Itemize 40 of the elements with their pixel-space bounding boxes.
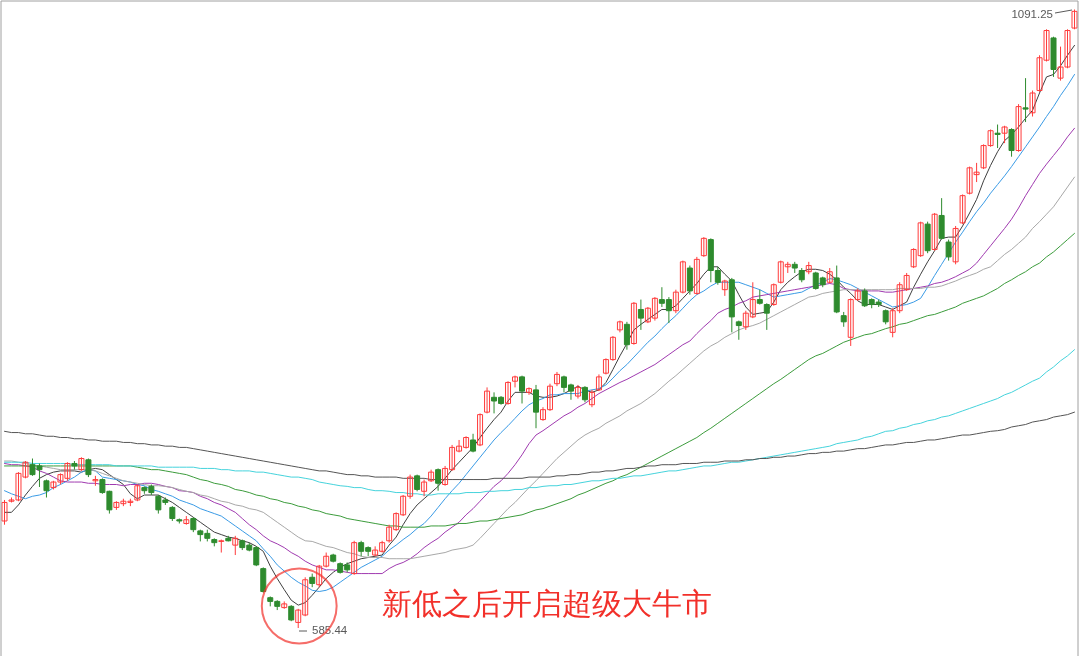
candlestick bbox=[630, 301, 637, 346]
candlestick bbox=[616, 320, 623, 333]
candlestick bbox=[351, 540, 358, 576]
candlestick bbox=[637, 299, 644, 331]
candlestick bbox=[595, 373, 602, 392]
candlestick bbox=[574, 384, 581, 400]
candlestick bbox=[700, 236, 707, 258]
candlestick bbox=[1015, 103, 1022, 153]
candlestick bbox=[435, 467, 442, 492]
candlestick bbox=[952, 225, 959, 265]
candlestick bbox=[421, 479, 428, 497]
candlestick bbox=[693, 256, 700, 296]
candlestick bbox=[519, 375, 526, 404]
candlestick bbox=[232, 535, 239, 556]
candlestick bbox=[938, 197, 945, 241]
candlestick bbox=[533, 384, 539, 429]
candlestick bbox=[945, 239, 952, 262]
candlestick bbox=[526, 386, 533, 396]
candlestick bbox=[959, 193, 966, 225]
candlestick bbox=[428, 469, 435, 483]
candlestick bbox=[1071, 9, 1078, 30]
candlestick bbox=[484, 386, 491, 414]
annotation: 新低之后开启超级大牛市 bbox=[382, 586, 712, 621]
candlestick bbox=[686, 265, 693, 296]
candlestick bbox=[623, 321, 630, 351]
candlestick bbox=[553, 371, 560, 387]
candlestick bbox=[1008, 127, 1015, 158]
candlestick bbox=[588, 389, 595, 408]
candlestick bbox=[477, 412, 484, 447]
candlestick bbox=[770, 283, 777, 307]
candlestick bbox=[512, 375, 519, 388]
candlestick bbox=[994, 124, 1001, 149]
candlestick bbox=[763, 302, 770, 331]
candlestick bbox=[505, 380, 512, 406]
candlestick bbox=[1029, 90, 1036, 117]
candlestick bbox=[1, 499, 8, 526]
candlestick bbox=[260, 566, 267, 594]
candlestick bbox=[1022, 77, 1029, 123]
candlestick bbox=[931, 212, 938, 252]
annotation: 1091.25 bbox=[1011, 8, 1053, 20]
